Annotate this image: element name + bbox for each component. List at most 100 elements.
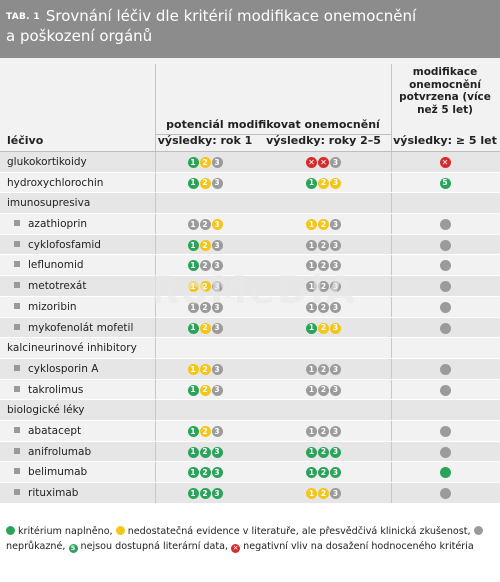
table-row: metotrexát 1 2 3 1 2 3 <box>0 276 500 297</box>
rating-cell-c3: ✕ <box>392 156 498 169</box>
gray-rating-dot: 1 <box>306 425 317 437</box>
column-divider <box>391 64 392 151</box>
group-row: biologické léky <box>0 400 500 421</box>
yellow-rating-dot: 3 <box>330 177 341 189</box>
yellow-rating-dot: 3 <box>211 219 223 231</box>
green-rating-dot: 1 <box>306 177 317 189</box>
gray-rating-dot: 2 <box>318 281 329 293</box>
gray-rating-dot: 3 <box>330 301 341 313</box>
gray-rating-dot: 2 <box>199 260 211 272</box>
legend-yellow-dot <box>115 526 125 535</box>
bullet-square-icon <box>14 240 20 247</box>
green-rating-dot: 2 <box>318 467 329 479</box>
gray-rating-dot: 3 <box>211 425 223 437</box>
legend-available: nejsou dostupná literární data, <box>80 541 229 552</box>
gray-rating-dot: 3 <box>330 281 341 293</box>
drug-name: azathioprin <box>28 218 88 231</box>
gray-rating-dot: 1 <box>306 301 317 313</box>
gray-rating-dot: 1 <box>306 363 317 375</box>
green-rating-dot: 2 <box>318 446 329 458</box>
column-divider <box>155 317 156 338</box>
green-rating-dot: 1 <box>187 260 199 272</box>
group-label: biologické léky <box>7 404 85 417</box>
table-title-line2: a poškození orgánů <box>6 27 153 45</box>
bullet-square-icon <box>14 426 20 433</box>
drug-name: cyklofosfamid <box>28 238 101 251</box>
column-divider <box>391 358 392 379</box>
drug-name: anifrolumab <box>28 445 92 458</box>
column-divider <box>155 483 156 503</box>
green-rating-dot: 2 <box>199 467 211 479</box>
drug-name: belimumab <box>28 466 88 479</box>
green-rating-dot: 1 <box>187 322 199 334</box>
red-rating-dot: ✕ <box>318 157 329 168</box>
drug-name-cell: abatacept <box>14 425 81 437</box>
legend-inconclusive: neprůkazné, <box>6 541 66 552</box>
drug-name-cell: rituximab <box>14 487 78 499</box>
legend: kritérium naplněno, nedostatečná evidenc… <box>6 524 494 554</box>
table-header-banner: TAB. 1 Srovnání léčiv dle kritérií modifi… <box>0 0 500 58</box>
yellow-rating-dot: 2 <box>199 363 211 375</box>
gray-rating-dot: 1 <box>187 301 199 313</box>
comparison-table: léčivo potenciál modifikovat onemocnění … <box>0 58 500 504</box>
gray-rating-dot: 3 <box>211 281 223 293</box>
gray-rating-dot: 2 <box>318 384 329 396</box>
gray-rating-dot: 3 <box>211 363 223 375</box>
green-rating-dot: 5 <box>439 177 451 189</box>
rating-cell-c3 <box>392 384 498 397</box>
gray-rating-dot <box>439 239 451 251</box>
column-header-potential: potenciál modifikovat onemocnění <box>166 118 380 131</box>
drug-name-cell: mykofenolát mofetil <box>14 322 133 334</box>
rating-cell-c3 <box>392 218 498 231</box>
gray-rating-dot: 3 <box>330 219 341 231</box>
gray-rating-dot: 3 <box>330 425 341 437</box>
drug-name-cell: hydroxychlorochin <box>7 177 103 189</box>
drug-name-cell: anifrolumab <box>14 446 91 458</box>
table-head: léčivo potenciál modifikovat onemocnění … <box>0 58 500 152</box>
column-divider <box>391 400 392 420</box>
column-header-modification: modifikace onemocnění potvrzena (více ne… <box>399 66 491 116</box>
bullet-square-icon <box>14 385 20 392</box>
column-divider <box>155 193 156 214</box>
green-rating-dot: 3 <box>211 467 223 479</box>
green-rating-dot: 1 <box>187 488 199 499</box>
table-title-line1: Srovnání léčiv dle kritérií modifikace o… <box>45 7 417 25</box>
column-divider <box>391 296 392 317</box>
gray-rating-dot: 3 <box>211 384 223 396</box>
rating-cell-c3: 5 <box>392 177 498 190</box>
drug-name: metotrexát <box>28 280 87 293</box>
drug-name: hydroxychlorochin <box>7 176 104 189</box>
column-divider <box>155 441 156 462</box>
group-row: imunosupresiva <box>0 193 500 215</box>
column-header-year1: výsledky: rok 1 <box>157 134 253 147</box>
green-rating-dot <box>439 467 451 479</box>
rating-cell-c3 <box>392 487 498 500</box>
table-number: TAB. 1 <box>6 12 40 22</box>
legend-negative-icon: ✕ <box>231 544 241 553</box>
gray-rating-dot <box>439 260 451 272</box>
bullet-square-icon <box>14 282 20 289</box>
drug-name-cell: cyklofosfamid <box>14 239 101 251</box>
drug-name: leflunomid <box>28 259 84 272</box>
legend-negative: negativní vliv na dosažení hodnoceného k… <box>243 541 474 552</box>
rating-cell-c2: ✕ ✕ 3 <box>256 156 391 169</box>
yellow-rating-dot: 1 <box>187 281 199 293</box>
green-rating-dot: 1 <box>187 446 199 458</box>
gray-rating-dot: 3 <box>330 363 341 375</box>
column-divider <box>391 234 392 255</box>
yellow-rating-dot: 2 <box>318 219 329 231</box>
